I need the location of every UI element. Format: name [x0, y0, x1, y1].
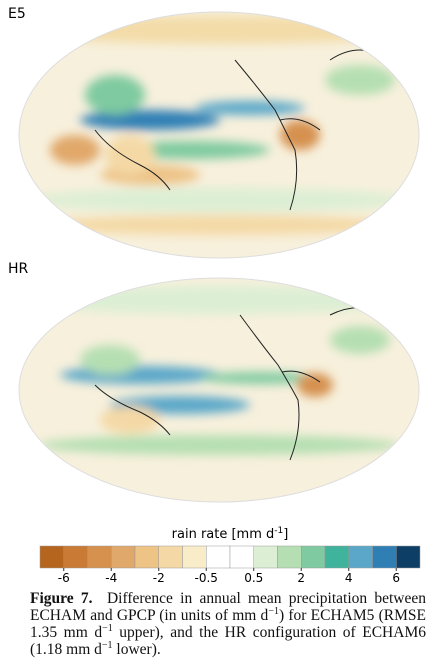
colorbar-swatch: [277, 545, 302, 569]
blob: [80, 110, 220, 130]
caption-text: ) for ECHAM5 (RMSE 1.35 mm d: [30, 607, 426, 641]
blob: [195, 101, 305, 115]
caption-text: upper), and the HR configuration of ECHA…: [30, 624, 426, 658]
blob: [19, 16, 419, 44]
caption-sup: −1: [268, 605, 279, 617]
blob: [200, 372, 320, 384]
map-hr: [19, 278, 419, 502]
panel-label: E5: [8, 6, 26, 22]
caption: Figure 7. Difference in annual mean prec…: [30, 590, 426, 658]
blob: [39, 215, 399, 235]
blob: [325, 65, 395, 95]
colorbar-tick-label: -2: [153, 571, 165, 585]
blob: [29, 188, 409, 212]
blob: [280, 120, 320, 150]
blob: [60, 366, 220, 384]
colorbar-tick-label: 6: [392, 571, 400, 585]
colorbar-tick-label: 0.5: [244, 571, 263, 585]
blob: [100, 406, 160, 434]
colorbar-swatch: [229, 545, 254, 569]
colorbar-tick-label: -4: [105, 571, 117, 585]
colorbar: -6 -4 -2 -0.5 0.5 2 4 6: [39, 545, 421, 585]
map-e5: [19, 12, 419, 258]
blob: [297, 373, 333, 397]
colorbar-title: rain rate [mm d-1]: [172, 526, 289, 542]
colorbar-swatch: [111, 545, 136, 569]
colorbar-title-sup: -1: [274, 526, 283, 536]
colorbar-swatch: [396, 545, 421, 569]
blob: [105, 135, 155, 175]
colorbar-swatch: [253, 545, 278, 569]
blob: [50, 135, 100, 165]
caption-text: Difference in annual mean precipitation …: [30, 590, 426, 624]
caption-sup: −1: [102, 622, 113, 634]
colorbar-swatch: [182, 545, 207, 569]
colorbar-tick-label: -0.5: [195, 571, 218, 585]
colorbar-swatch: [372, 545, 397, 569]
colorbar-title-text: rain rate [mm d: [172, 527, 275, 542]
colorbar-swatch: [87, 545, 112, 569]
map-outline: [18, 11, 420, 259]
blob: [39, 435, 399, 455]
colorbar-swatch: [63, 545, 88, 569]
colorbar-swatch: [134, 545, 159, 569]
blob: [85, 75, 145, 115]
coastline: [234, 59, 321, 211]
colorbar-swatch: [206, 545, 231, 569]
caption-label: Figure 7.: [30, 590, 93, 607]
blob: [330, 326, 390, 354]
coastline: [239, 314, 321, 461]
colorbar-title-end: ]: [283, 527, 288, 542]
colorbar-tick-label: 2: [297, 571, 305, 585]
caption-sup: −1: [101, 639, 113, 651]
figure: E5 HR: [8, 6, 421, 585]
caption-text: lower).: [112, 641, 161, 658]
blob: [80, 345, 140, 375]
colorbar-tick-label: 4: [345, 571, 353, 585]
map-outline: [18, 277, 420, 503]
colorbar-tick-label: -6: [58, 571, 70, 585]
colorbar-swatch: [158, 545, 183, 569]
panel-label: HR: [8, 261, 29, 277]
colorbar-swatch: [324, 545, 349, 569]
colorbar-swatch: [39, 545, 64, 569]
colorbar-swatch: [348, 545, 373, 569]
colorbar-swatch: [301, 545, 326, 569]
